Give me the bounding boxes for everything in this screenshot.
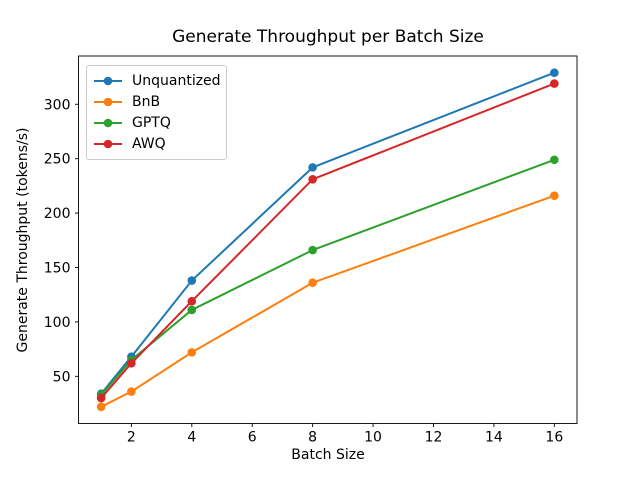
data-point-gptq — [187, 305, 197, 315]
legend-entry-unquantized: Unquantized — [93, 70, 221, 91]
x-tick-label: 6 — [248, 430, 257, 446]
legend-label: Unquantized — [132, 72, 221, 89]
x-tick-label: 16 — [545, 430, 563, 446]
x-tick-label: 8 — [308, 430, 317, 446]
y-tick-label: 300 — [44, 97, 71, 113]
legend-label: GPTQ — [132, 114, 171, 131]
legend-label: BnB — [132, 93, 161, 110]
data-point-awq — [550, 79, 559, 88]
data-point-bnb — [96, 402, 106, 412]
series-line-bnb — [100, 194, 555, 408]
x-tick-label: 2 — [127, 430, 136, 446]
data-point-awq — [127, 358, 136, 368]
data-point-bnb — [308, 278, 317, 288]
x-tick-label: 10 — [364, 430, 382, 446]
chart-title: Generate Throughput per Batch Size — [172, 27, 484, 47]
x-tick-label: 14 — [485, 430, 503, 446]
legend: Unquantized BnB GPTQ AWQ — [86, 65, 227, 160]
data-point-gptq — [308, 245, 317, 255]
data-point-unquantized — [308, 163, 317, 172]
data-point-bnb — [550, 191, 559, 200]
y-tick-label: 50 — [53, 369, 71, 385]
legend-line-marker-icon — [94, 118, 122, 127]
data-point-gptq — [550, 155, 559, 165]
data-point-awq — [187, 296, 197, 306]
x-tick-label: 4 — [187, 430, 196, 446]
legend-entry-gptq: GPTQ — [93, 112, 218, 133]
data-point-bnb — [127, 387, 136, 396]
legend-line-marker-icon — [94, 139, 122, 148]
legend-line-marker-icon — [94, 76, 122, 85]
legend-entry-awq: AWQ — [93, 133, 218, 154]
y-tick-label: 250 — [44, 152, 71, 168]
data-point-awq — [308, 175, 317, 184]
legend-entry-bnb: BnB — [93, 91, 218, 112]
x-axis-label: Batch Size — [291, 447, 365, 463]
data-point-bnb — [187, 348, 197, 357]
data-point-unquantized — [187, 276, 197, 285]
legend-label: AWQ — [132, 135, 166, 152]
y-tick-label: 150 — [44, 261, 71, 277]
data-point-awq — [96, 393, 106, 403]
axes-frame — [78, 55, 578, 424]
legend-line-marker-icon — [94, 97, 122, 106]
x-tick-label: 12 — [425, 430, 443, 446]
y-tick-label: 200 — [44, 206, 71, 222]
data-point-unquantized — [550, 68, 559, 78]
y-tick-label: 100 — [44, 315, 71, 331]
